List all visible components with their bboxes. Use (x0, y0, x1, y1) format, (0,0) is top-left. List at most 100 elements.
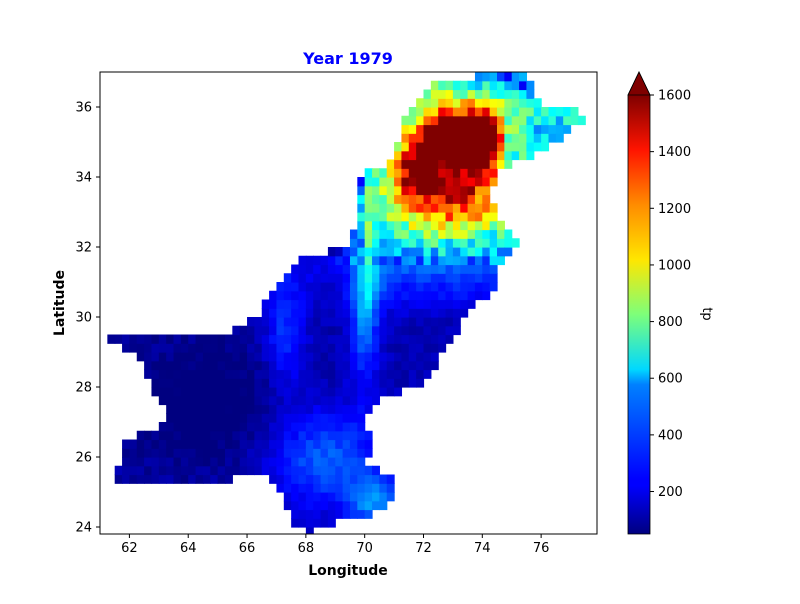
heatmap-cell (166, 422, 175, 432)
heatmap-cell (158, 457, 167, 467)
heatmap-cell (202, 465, 211, 476)
heatmap-cell (357, 369, 366, 379)
heatmap-cell (254, 325, 263, 336)
heatmap-cell (430, 220, 439, 231)
heatmap-cell (298, 474, 307, 484)
heatmap-cell (489, 229, 498, 239)
heatmap-cell (298, 352, 307, 362)
heatmap-cell (349, 422, 358, 432)
heatmap-cell (372, 282, 380, 292)
heatmap-cell (423, 177, 432, 187)
heatmap-cell (349, 448, 358, 458)
heatmap-cell (327, 492, 336, 502)
heatmap-cell (158, 474, 167, 484)
heatmap-cell (438, 325, 447, 336)
heatmap-cell (408, 185, 417, 196)
heatmap-cell (298, 273, 307, 283)
heatmap-cell (151, 457, 160, 467)
heatmap-cell (195, 352, 204, 362)
heatmap-cell (144, 360, 153, 371)
heatmap-cell (188, 369, 197, 379)
heatmap-cell (460, 220, 469, 231)
heatmap-cell (364, 212, 373, 222)
heatmap-cell (533, 142, 542, 152)
heatmap-cell (349, 290, 358, 301)
heatmap-cell (555, 124, 564, 134)
heatmap-cell (232, 387, 241, 397)
heatmap-cell (335, 264, 344, 274)
heatmap-cell (342, 334, 351, 344)
heatmap-cell (386, 369, 395, 379)
heatmap-cell (349, 360, 358, 371)
heatmap-cell (188, 378, 197, 388)
heatmap-cell (188, 474, 197, 484)
heatmap-cell (467, 89, 476, 99)
heatmap-cell (364, 220, 373, 231)
heatmap-cell (247, 387, 255, 397)
heatmap-cell (291, 387, 300, 397)
heatmap-cell (349, 483, 358, 493)
heatmap-cell (386, 474, 395, 484)
heatmap-cell (423, 247, 432, 257)
heatmap-cell (379, 229, 388, 239)
heatmap-cell (489, 255, 498, 266)
heatmap-cell (357, 185, 366, 196)
heatmap-cell (482, 247, 491, 257)
heatmap-cell (467, 150, 476, 161)
heatmap-cell (548, 107, 557, 117)
y-tick-label: 28 (75, 381, 92, 396)
heatmap-cell (563, 107, 572, 117)
heatmap-cell (408, 378, 417, 388)
heatmap-cell (379, 500, 388, 511)
heatmap-cell (460, 115, 469, 126)
heatmap-cell (276, 422, 285, 432)
heatmap-cell (357, 255, 366, 266)
heatmap-cell (386, 203, 395, 213)
heatmap-cell (129, 457, 138, 467)
heatmap-cell (283, 430, 292, 441)
heatmap-cell (445, 264, 454, 274)
heatmap-cell (195, 413, 204, 423)
heatmap-cell (269, 422, 278, 432)
heatmap-cell (489, 168, 498, 178)
heatmap-cell (320, 439, 329, 449)
heatmap-cell (438, 177, 447, 187)
x-tick-label: 64 (180, 541, 197, 556)
heatmap-cell (269, 299, 278, 309)
heatmap-cell (497, 159, 505, 169)
heatmap-cell (335, 387, 344, 397)
heatmap-cell (386, 290, 395, 301)
heatmap-cell (188, 439, 197, 449)
heatmap-cell (445, 159, 454, 169)
heatmap-cell (254, 457, 263, 467)
heatmap-cell (423, 299, 432, 309)
heatmap-cell (386, 220, 395, 231)
heatmap-cell (261, 395, 270, 406)
heatmap-cell (372, 334, 380, 344)
heatmap-cell (482, 273, 491, 283)
heatmap-cell (364, 334, 373, 344)
heatmap-cell (438, 194, 447, 204)
colorbar-gradient (628, 95, 650, 534)
heatmap-cell (423, 159, 432, 169)
heatmap-cell (173, 413, 182, 423)
heatmap-cell (460, 133, 469, 143)
heatmap-cell (349, 369, 358, 379)
heatmap-cell (298, 290, 307, 301)
heatmap-cell (416, 177, 425, 187)
heatmap-cell (313, 500, 322, 511)
heatmap-cell (276, 308, 285, 318)
heatmap-cell (430, 185, 439, 196)
heatmap-cell (342, 509, 351, 519)
heatmap-cell (504, 72, 513, 82)
heatmap-cell (357, 430, 366, 441)
heatmap-cell (482, 282, 491, 292)
heatmap-cell (313, 369, 322, 379)
heatmap-cell (511, 89, 520, 99)
heatmap-cell (136, 343, 145, 353)
heatmap-cell (320, 413, 329, 423)
heatmap-cell (313, 448, 322, 458)
heatmap-cell (452, 247, 461, 257)
heatmap-cell (394, 317, 403, 327)
heatmap-cell (166, 334, 175, 344)
